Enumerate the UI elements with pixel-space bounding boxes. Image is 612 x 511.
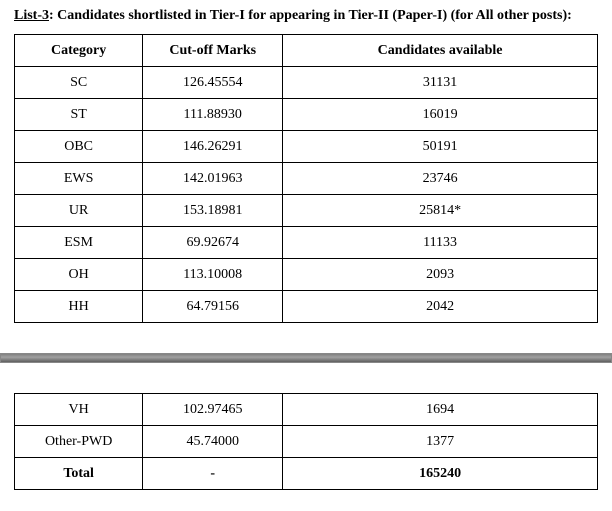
cell-cutoff: 102.97465	[143, 394, 283, 426]
cell-category: UR	[15, 195, 143, 227]
table-row: EWS 142.01963 23746	[15, 163, 598, 195]
table-row: ESM 69.92674 11133	[15, 227, 598, 259]
cell-candidates: 23746	[283, 163, 598, 195]
cell-cutoff: 142.01963	[143, 163, 283, 195]
cell-category: VH	[15, 394, 143, 426]
table-row: ST 111.88930 16019	[15, 99, 598, 131]
cell-candidates: 16019	[283, 99, 598, 131]
title-prefix: List-3	[14, 8, 49, 23]
table-row: Other-PWD 45.74000 1377	[15, 426, 598, 458]
cell-candidates: 25814*	[283, 195, 598, 227]
table-row: SC 126.45554 31131	[15, 67, 598, 99]
header-candidates: Candidates available	[283, 35, 598, 67]
cell-cutoff: 111.88930	[143, 99, 283, 131]
cell-category: Other-PWD	[15, 426, 143, 458]
cell-candidates: 2093	[283, 259, 598, 291]
cell-cutoff: 45.74000	[143, 426, 283, 458]
cell-candidates: 31131	[283, 67, 598, 99]
cell-category: EWS	[15, 163, 143, 195]
cell-cutoff: 146.26291	[143, 131, 283, 163]
cell-cutoff: 69.92674	[143, 227, 283, 259]
cell-cutoff: 64.79156	[143, 291, 283, 323]
table-row: UR 153.18981 25814*	[15, 195, 598, 227]
cell-category: SC	[15, 67, 143, 99]
cell-candidates: 2042	[283, 291, 598, 323]
cell-category: OH	[15, 259, 143, 291]
cell-total-candidates: 165240	[283, 458, 598, 490]
table-row: OH 113.10008 2093	[15, 259, 598, 291]
cutoff-table-bottom: VH 102.97465 1694 Other-PWD 45.74000 137…	[14, 393, 598, 490]
cell-candidates: 11133	[283, 227, 598, 259]
cell-category: HH	[15, 291, 143, 323]
table-row: VH 102.97465 1694	[15, 394, 598, 426]
cell-candidates: 1694	[283, 394, 598, 426]
cell-category: ST	[15, 99, 143, 131]
header-cutoff: Cut-off Marks	[143, 35, 283, 67]
cell-total-label: Total	[15, 458, 143, 490]
cell-cutoff: 153.18981	[143, 195, 283, 227]
list-title: List-3: Candidates shortlisted in Tier-I…	[14, 8, 598, 24]
page-separator	[0, 353, 612, 363]
table-row: OBC 146.26291 50191	[15, 131, 598, 163]
cell-cutoff: 113.10008	[143, 259, 283, 291]
cell-candidates: 50191	[283, 131, 598, 163]
total-row: Total - 165240	[15, 458, 598, 490]
cell-category: ESM	[15, 227, 143, 259]
header-category: Category	[15, 35, 143, 67]
table-row: HH 64.79156 2042	[15, 291, 598, 323]
cell-cutoff: 126.45554	[143, 67, 283, 99]
cutoff-table-top: Category Cut-off Marks Candidates availa…	[14, 34, 598, 323]
cell-candidates: 1377	[283, 426, 598, 458]
table-header-row: Category Cut-off Marks Candidates availa…	[15, 35, 598, 67]
cell-category: OBC	[15, 131, 143, 163]
title-rest: : Candidates shortlisted in Tier-I for a…	[49, 8, 572, 23]
cell-total-cutoff: -	[143, 458, 283, 490]
